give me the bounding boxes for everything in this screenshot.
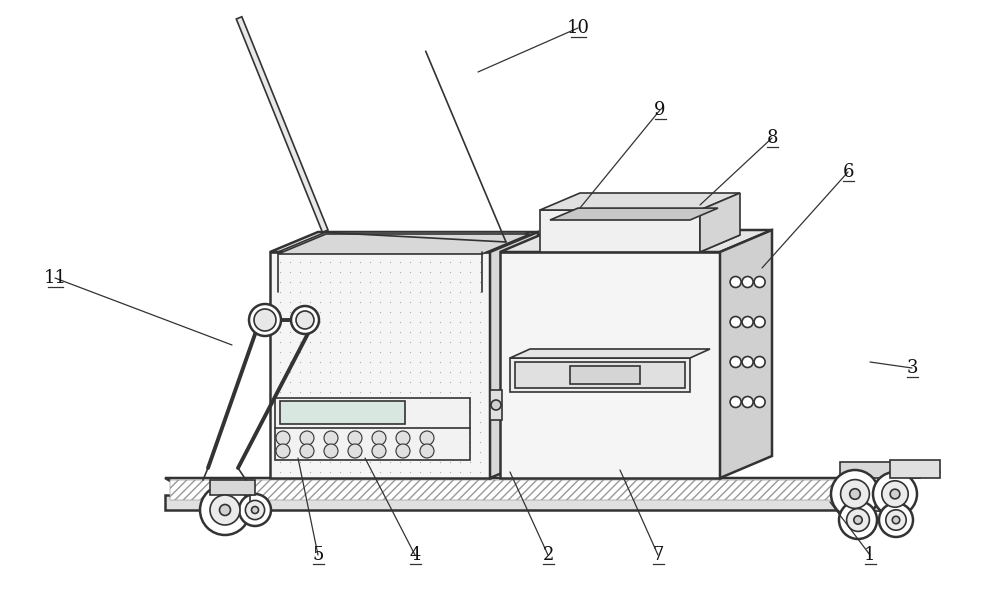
Circle shape bbox=[372, 431, 386, 445]
Circle shape bbox=[249, 304, 281, 336]
Polygon shape bbox=[490, 390, 502, 420]
Circle shape bbox=[742, 277, 753, 287]
Polygon shape bbox=[510, 349, 710, 358]
Circle shape bbox=[276, 444, 290, 458]
Circle shape bbox=[879, 503, 913, 537]
Polygon shape bbox=[510, 358, 690, 392]
Text: 3: 3 bbox=[906, 359, 918, 377]
Circle shape bbox=[730, 277, 741, 287]
Circle shape bbox=[300, 431, 314, 445]
Circle shape bbox=[754, 316, 765, 327]
Text: 5: 5 bbox=[312, 546, 324, 564]
Polygon shape bbox=[490, 232, 538, 478]
Polygon shape bbox=[280, 401, 405, 424]
Polygon shape bbox=[170, 480, 895, 500]
Circle shape bbox=[348, 431, 362, 445]
Text: 1: 1 bbox=[864, 546, 876, 564]
Text: 6: 6 bbox=[842, 163, 854, 181]
Circle shape bbox=[251, 506, 259, 513]
Circle shape bbox=[254, 309, 276, 331]
Polygon shape bbox=[890, 460, 940, 478]
Circle shape bbox=[420, 444, 434, 458]
Polygon shape bbox=[500, 252, 720, 478]
Text: 11: 11 bbox=[44, 269, 66, 287]
Circle shape bbox=[730, 356, 741, 368]
Circle shape bbox=[324, 431, 338, 445]
Polygon shape bbox=[278, 232, 530, 252]
Polygon shape bbox=[270, 232, 538, 252]
Circle shape bbox=[892, 516, 900, 524]
Polygon shape bbox=[540, 193, 740, 210]
Polygon shape bbox=[275, 398, 470, 460]
Text: 4: 4 bbox=[409, 546, 421, 564]
Polygon shape bbox=[165, 478, 900, 498]
Circle shape bbox=[420, 431, 434, 445]
Circle shape bbox=[742, 316, 753, 327]
Circle shape bbox=[396, 444, 410, 458]
Text: 2: 2 bbox=[542, 546, 554, 564]
Circle shape bbox=[754, 277, 765, 287]
Circle shape bbox=[291, 306, 319, 334]
Circle shape bbox=[873, 472, 917, 516]
Text: 9: 9 bbox=[654, 101, 666, 119]
Circle shape bbox=[854, 516, 862, 524]
Circle shape bbox=[850, 489, 860, 499]
Circle shape bbox=[754, 356, 765, 368]
Circle shape bbox=[396, 431, 410, 445]
Circle shape bbox=[841, 480, 869, 509]
Polygon shape bbox=[865, 478, 900, 513]
Polygon shape bbox=[515, 362, 685, 388]
Circle shape bbox=[239, 494, 271, 526]
Text: 10: 10 bbox=[566, 19, 590, 37]
Circle shape bbox=[300, 444, 314, 458]
Circle shape bbox=[847, 509, 869, 532]
Polygon shape bbox=[500, 230, 772, 252]
Circle shape bbox=[372, 444, 386, 458]
Circle shape bbox=[742, 396, 753, 408]
Polygon shape bbox=[840, 462, 920, 478]
Text: 8: 8 bbox=[766, 129, 778, 147]
Polygon shape bbox=[278, 234, 530, 254]
Polygon shape bbox=[720, 230, 772, 478]
Polygon shape bbox=[700, 193, 740, 252]
Circle shape bbox=[324, 444, 338, 458]
Circle shape bbox=[491, 400, 501, 410]
Polygon shape bbox=[540, 235, 740, 252]
Circle shape bbox=[882, 481, 908, 507]
Circle shape bbox=[348, 444, 362, 458]
Polygon shape bbox=[540, 210, 700, 252]
Circle shape bbox=[742, 356, 753, 368]
Polygon shape bbox=[236, 17, 328, 232]
Polygon shape bbox=[550, 208, 718, 220]
Circle shape bbox=[220, 504, 230, 516]
Circle shape bbox=[296, 311, 314, 329]
Circle shape bbox=[730, 396, 741, 408]
Circle shape bbox=[200, 485, 250, 535]
Circle shape bbox=[276, 431, 290, 445]
Circle shape bbox=[831, 470, 879, 518]
Polygon shape bbox=[270, 252, 490, 478]
Circle shape bbox=[210, 495, 240, 525]
Circle shape bbox=[839, 501, 877, 539]
Polygon shape bbox=[165, 495, 865, 510]
Text: 7: 7 bbox=[652, 546, 664, 564]
Circle shape bbox=[886, 510, 906, 530]
Polygon shape bbox=[210, 480, 255, 495]
Circle shape bbox=[730, 316, 741, 327]
Polygon shape bbox=[570, 366, 640, 384]
Circle shape bbox=[245, 500, 265, 520]
Circle shape bbox=[890, 489, 900, 499]
Circle shape bbox=[754, 396, 765, 408]
